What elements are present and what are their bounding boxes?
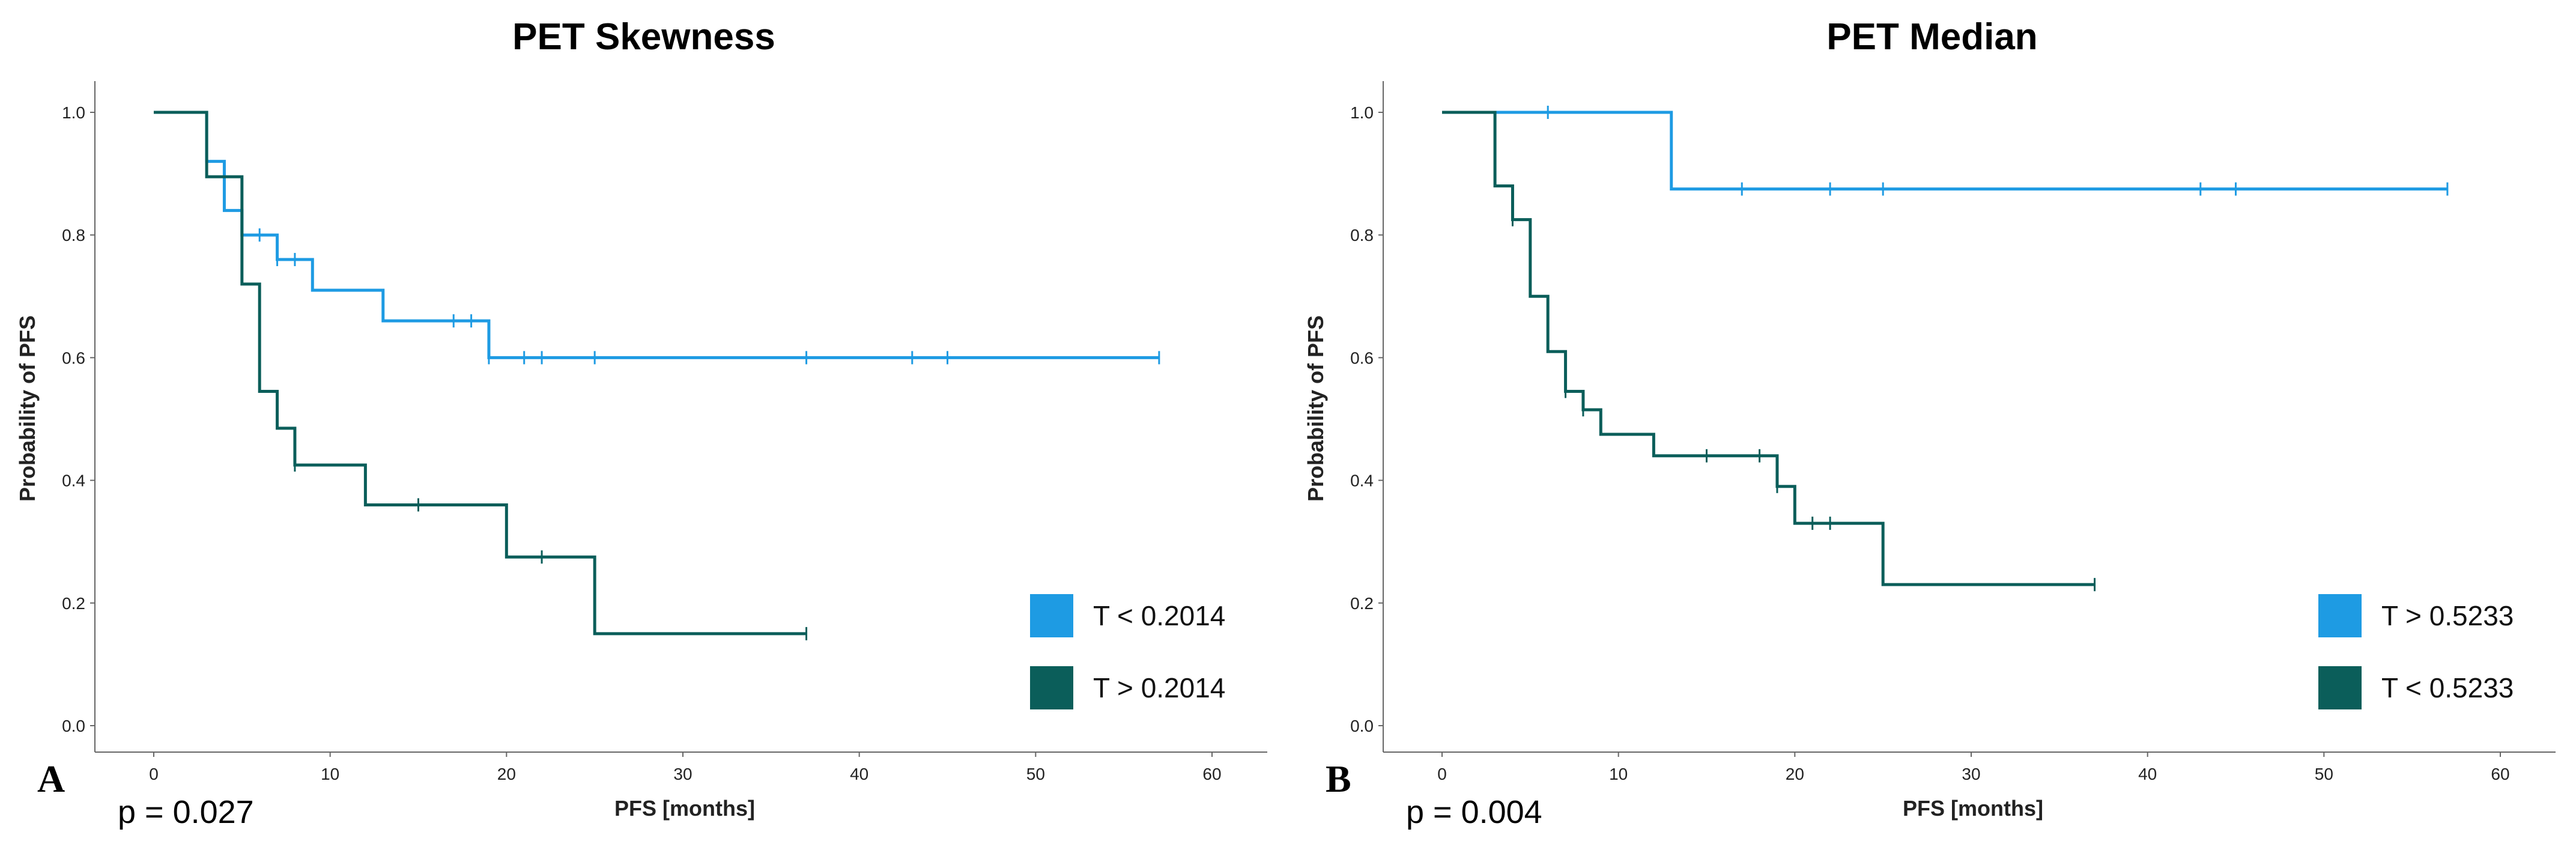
y-tick-label: 0.4 [62, 472, 85, 490]
x-tick-label: 0 [1437, 765, 1447, 783]
chart-title: PET Skewness [512, 16, 775, 58]
x-axis-label: PFS [months] [1903, 796, 2043, 821]
p-value: p = 0.004 [1406, 794, 1542, 830]
km-chart-a: PET Skewness 0.0 0.2 0.4 0.6 0.8 1.0 0 10 20 30 40… [15, 16, 1267, 830]
x-tick-label: 0 [149, 765, 159, 783]
y-tick-label: 0.2 [1350, 594, 1374, 613]
x-tick-label: 10 [321, 765, 339, 783]
x-tick-label: 20 [497, 765, 516, 783]
survival-curve-2 [1442, 111, 2095, 586]
x-tick-label: 60 [2491, 765, 2509, 783]
x-tick-label: 30 [1962, 765, 1980, 783]
panel-a: PET Skewness 0.0 0.2 0.4 0.6 0.8 1.0 0 10 20 30 40… [15, 16, 1267, 830]
axes: 0.0 0.2 0.4 0.6 0.8 1.0 0 10 20 30 40 50 60 [62, 81, 1267, 783]
x-tick-label: 60 [1202, 765, 1221, 783]
legend-swatch [1030, 594, 1073, 637]
panel-letter: A [37, 757, 65, 800]
survival-curve-2 [154, 111, 807, 636]
y-tick-label: 0.8 [62, 226, 85, 244]
y-tick-label: 1.0 [62, 103, 85, 122]
x-tick-label: 10 [1609, 765, 1628, 783]
x-tick-label: 20 [1786, 765, 1804, 783]
legend: T < 0.2014 T > 0.2014 [1030, 594, 1225, 709]
chart-title: PET Median [1826, 16, 2037, 58]
survival-curve-1 [1442, 111, 2447, 191]
legend-swatch [1030, 666, 1073, 709]
y-tick-label: 0.4 [1350, 472, 1374, 490]
y-tick-label: 0.6 [1350, 348, 1374, 367]
y-tick-label: 0.0 [1350, 717, 1374, 735]
x-axis-label: PFS [months] [614, 796, 755, 821]
legend-label: T < 0.5233 [2381, 672, 2514, 703]
x-tick-label: 50 [1026, 765, 1045, 783]
km-chart-b: PET Median 0.0 0.2 0.4 0.6 0.8 1.0 0 10 20 30 40 50… [1303, 16, 2556, 830]
y-axis-label: Probability of PFS [15, 315, 40, 502]
x-tick-label: 40 [850, 765, 868, 783]
y-tick-label: 0.2 [62, 594, 85, 613]
x-tick-label: 50 [2315, 765, 2333, 783]
series-group [1442, 106, 2449, 592]
y-tick-label: 0.0 [62, 717, 85, 735]
p-value: p = 0.027 [118, 794, 254, 830]
x-tick-label: 40 [2138, 765, 2157, 783]
legend-label: T > 0.2014 [1093, 672, 1225, 703]
panel-letter: B [1326, 757, 1351, 800]
series-group [154, 111, 1160, 640]
panel-b: PET Median 0.0 0.2 0.4 0.6 0.8 1.0 0 10 20 30 40 50… [1288, 0, 2576, 844]
axes: 0.0 0.2 0.4 0.6 0.8 1.0 0 10 20 30 40 50 60 [1350, 81, 2556, 783]
survival-curve-1 [154, 111, 1159, 359]
y-tick-label: 1.0 [1350, 103, 1374, 122]
legend-swatch [2318, 666, 2362, 709]
legend-label: T > 0.5233 [2381, 600, 2514, 631]
legend: T > 0.5233 T < 0.5233 [2318, 594, 2514, 709]
y-axis-label: Probability of PFS [1303, 315, 1328, 502]
x-tick-label: 30 [673, 765, 692, 783]
y-tick-label: 0.6 [62, 348, 85, 367]
legend-label: T < 0.2014 [1093, 600, 1225, 631]
legend-swatch [2318, 594, 2362, 637]
y-tick-label: 0.8 [1350, 226, 1374, 244]
